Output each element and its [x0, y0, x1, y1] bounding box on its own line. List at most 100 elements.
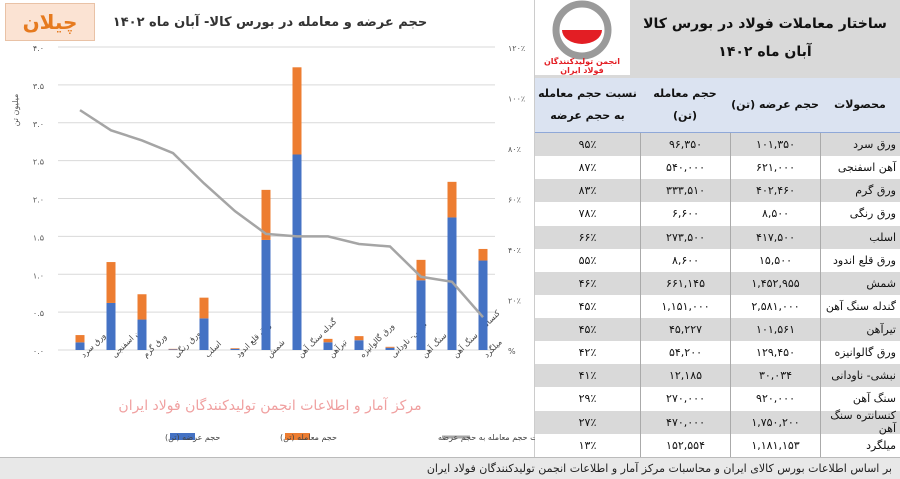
table-row: ورق قلع اندود ۱۵,۵۰۰ ۸,۶۰۰ ۵۵٪: [535, 248, 900, 272]
ratio-cell: ۴۱٪: [578, 369, 597, 383]
offer-cell: ۲,۵۸۱,۰۰۰: [730, 294, 820, 318]
trade-cell: ۳۳۳,۵۱۰: [640, 179, 730, 203]
ratio-cell: ۱۳٪: [578, 438, 597, 452]
table-row: کنسانتره سنگ آهن ۱,۷۵۰,۲۰۰ ۴۷۰,۰۰۰ ۲۷٪: [535, 409, 900, 435]
legend-swatch-offer: [170, 433, 195, 440]
table-header: ساختار معاملات فولاد در بورس کالا آبان م…: [535, 0, 900, 78]
ratio-line: [79, 109, 484, 318]
y2-tick-label: ۴۰٪: [508, 246, 521, 255]
y2-tick-label: ۸۰٪: [508, 145, 521, 154]
column-headers: محصولات حجم عرضه (تن) حجم معامله (تن) نس…: [535, 78, 900, 133]
table-row: ورق سرد ۱۰۱,۳۵۰ ۹۶,۳۵۰ ۹۵٪: [535, 133, 900, 157]
bar-offer: [416, 280, 426, 350]
product-cell: آهن اسفنجی: [820, 156, 900, 180]
product-cell: ورق رنگی: [820, 202, 900, 226]
offer-cell: ۱,۷۵۰,۲۰۰: [730, 410, 820, 434]
bar-offer: [385, 347, 395, 350]
x-tick-label: ورق رنگی: [171, 328, 202, 359]
ratio-cell: ۸۳٪: [578, 184, 597, 198]
trade-cell: ۱,۱۵۱,۰۰۰: [640, 294, 730, 318]
ratio-cell: ۴۵٪: [578, 323, 597, 337]
watermark-text: مرکز آمار و اطلاعات انجمن تولیدکنندگان ف…: [118, 398, 422, 414]
table-row: اسلب ۴۱۷,۵۰۰ ۲۷۳,۵۰۰ ۶۶٪: [535, 225, 900, 249]
svg-text:انجمن تولیدکنندگان: انجمن تولیدکنندگان: [544, 56, 620, 66]
bar-trade: [323, 338, 333, 343]
steel-trade-table: ساختار معاملات فولاد در بورس کالا آبان م…: [535, 0, 900, 457]
y-tick-label: ۳.۰: [33, 120, 44, 129]
ratio-cell: ۹۵٪: [578, 138, 597, 152]
offer-cell: ۴۱۷,۵۰۰: [730, 225, 820, 249]
ratio-cell: ۶۶٪: [578, 230, 597, 244]
product-cell: تیرآهن: [820, 318, 900, 342]
col-header-offer: حجم عرضه (تن): [731, 98, 819, 111]
bar-trade: [478, 248, 488, 261]
offer-cell: ۱۰۱,۵۶۱: [730, 318, 820, 342]
chart-title: حجم عرضه و معامله در بورس کالا- آبان ماه…: [113, 13, 427, 30]
trade-cell: ۲۷۰,۰۰۰: [640, 387, 730, 411]
product-cell: ورق سرد: [820, 133, 900, 157]
bar-offer: [354, 340, 364, 350]
table-row: ورق گالوانیزه ۱۲۹,۴۵۰ ۵۴,۲۰۰ ۴۲٪: [535, 341, 900, 365]
legend-label: حجم عرضه (تن): [165, 433, 220, 442]
trade-cell: ۵۴۰,۰۰۰: [640, 156, 730, 180]
bar-trade: [416, 259, 426, 281]
bar-offer: [106, 302, 116, 350]
offer-cell: ۱۵,۵۰۰: [730, 248, 820, 272]
svg-text:فولاد ایران: فولاد ایران: [560, 66, 603, 75]
trade-cell: ۱۲,۱۸۵: [640, 364, 730, 388]
bar-offer: [292, 154, 302, 350]
offer-cell: ۹۲۰,۰۰۰: [730, 387, 820, 411]
y2-tick-label: ۲۰٪: [508, 297, 521, 306]
trade-cell: ۶۶۱,۱۴۵: [640, 271, 730, 295]
ratio-cell: ۵۵٪: [578, 253, 597, 267]
y-tick-label: ۱.۵: [33, 233, 44, 242]
product-cell: کنسانتره سنگ آهن: [820, 409, 900, 435]
table-row: ورق رنگی ۸,۵۰۰ ۶,۶۰۰ ۷۸٪: [535, 202, 900, 226]
y-tick-label: ۲.۵: [33, 158, 44, 167]
offer-cell: ۸,۵۰۰: [730, 202, 820, 226]
y2-tick-label: ۱۲۰٪: [508, 44, 525, 53]
bar-trade: [261, 189, 271, 240]
table-subtitle: آبان ماه ۱۴۰۲: [718, 44, 812, 60]
y2-tick-label: ۶۰٪: [508, 196, 521, 205]
brand-logo: چیلان: [5, 3, 95, 41]
ratio-cell: ۲۷٪: [578, 415, 597, 429]
bar-trade: [292, 67, 302, 155]
offer-cell: ۳۰,۰۳۴: [730, 364, 820, 388]
bar-trade: [199, 297, 209, 319]
y2-tick-label: %: [508, 347, 516, 356]
bar-offer: [261, 239, 271, 350]
offer-cell: ۶۲۱,۰۰۰: [730, 156, 820, 180]
table-row: گندله سنگ آهن ۲,۵۸۱,۰۰۰ ۱,۱۵۱,۰۰۰ ۴۵٪: [535, 294, 900, 318]
y-tick-label: ۲.۰: [33, 196, 44, 205]
product-cell: ورق گالوانیزه: [820, 341, 900, 365]
table-title: ساختار معاملات فولاد در بورس کالا: [643, 16, 887, 32]
table-body: ورق سرد ۱۰۱,۳۵۰ ۹۶,۳۵۰ ۹۵٪ آهن اسفنجی ۶۲۱,۰۰۰…: [535, 133, 900, 457]
legend-label: نسبت حجم معامله به حجم عرضه: [438, 433, 535, 442]
trade-cell: ۵۴,۲۰۰: [640, 341, 730, 365]
table-row: نبشی- ناودانی ۳۰,۰۳۴ ۱۲,۱۸۵ ۴۱٪: [535, 364, 900, 388]
bar-trade: [230, 348, 240, 349]
product-cell: شمش: [820, 271, 900, 295]
offer-cell: ۱,۴۵۲,۹۵۵: [730, 271, 820, 295]
bar-offer: [75, 342, 85, 350]
y-tick-label: ۰.۵: [33, 309, 44, 318]
offer-cell: ۱۰۱,۳۵۰: [730, 133, 820, 157]
col-header-trade: حجم معامله (تن): [653, 87, 717, 122]
table-row: آهن اسفنجی ۶۲۱,۰۰۰ ۵۴۰,۰۰۰ ۸۷٪: [535, 156, 900, 180]
y-tick-label: ۴.۰: [33, 44, 44, 53]
association-logo: انجمن تولیدکنندگان فولاد ایران: [535, 0, 630, 75]
source-note: بر اساس اطلاعات بورس کالای ایران و محاسب…: [0, 457, 900, 479]
y2-tick-label: ۱۰۰٪: [508, 95, 525, 104]
ratio-cell: ۷۸٪: [578, 207, 597, 221]
bar-trade: [447, 181, 457, 218]
table-row: شمش ۱,۴۵۲,۹۵۵ ۶۶۱,۱۴۵ ۴۶٪: [535, 271, 900, 295]
product-cell: نبشی- ناودانی: [820, 364, 900, 388]
y-axis-label: میلیون تن: [11, 94, 20, 127]
product-cell: میلگرد: [820, 433, 900, 457]
product-cell: سنگ آهن: [820, 387, 900, 411]
trade-cell: ۸,۶۰۰: [640, 248, 730, 272]
bar-trade: [75, 335, 85, 343]
ratio-cell: ۴۲٪: [578, 346, 597, 360]
bar-offer: [137, 319, 147, 350]
